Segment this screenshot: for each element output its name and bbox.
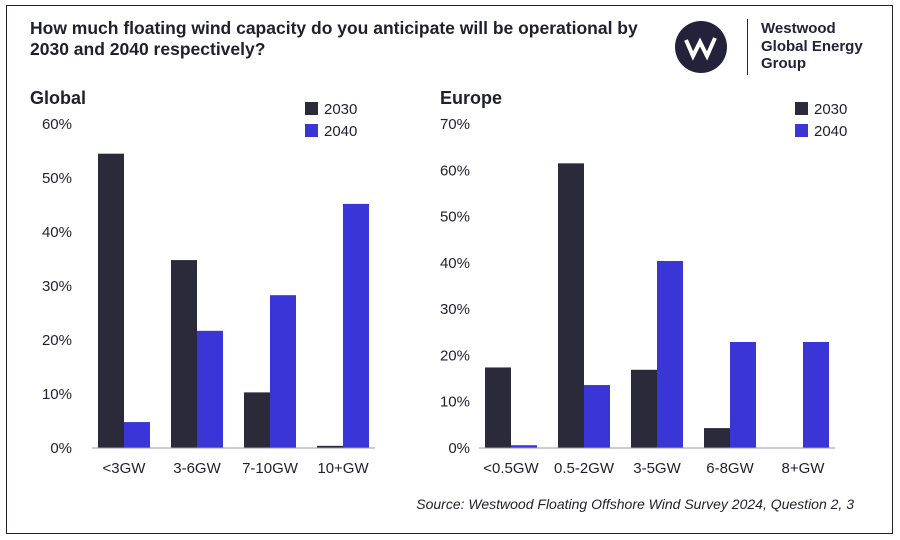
logo-divider [747,19,748,75]
legend-swatch-2040 [795,124,808,137]
bar-2030-lt0-5gw [485,367,511,448]
legend-label-2030: 2030 [324,101,357,118]
bar-2030-6-8gw [704,428,730,448]
bar-2040-lt0-5gw [511,445,537,448]
x-tick-label: 8+GW [782,460,826,477]
y-tick-label: 60% [440,162,470,179]
y-tick-label: 20% [440,347,470,364]
legend-swatch-2030 [305,102,318,115]
bar-2040-7-10gw [270,295,296,448]
bar-2030-0-5-2gw [558,163,584,449]
x-tick-label: <3GW [103,460,147,477]
y-tick-label: 70% [440,116,470,133]
source-note: Source: Westwood Floating Offshore Wind … [416,496,854,512]
y-tick-label: 0% [448,440,470,457]
bar-2040-10plusgw [343,203,369,448]
x-tick-label: <0.5GW [483,460,539,477]
chart-title: Global [30,88,86,108]
x-tick-label: 7-10GW [242,460,299,477]
y-tick-label: 60% [42,116,72,133]
y-tick-label: 30% [440,301,470,318]
y-tick-label: 50% [440,209,470,226]
chart-title: Europe [440,88,502,108]
bar-2030-3-5gw [631,369,657,448]
y-tick-label: 0% [50,440,72,457]
bar-2030-10plusgw [317,445,343,448]
y-tick-label: 50% [42,170,72,187]
bar-2040-8plusgw [803,342,829,448]
bar-2040-3-6gw [197,330,223,448]
bar-2040-lt3gw [124,422,150,448]
x-tick-label: 0.5-2GW [554,460,615,477]
figure-title: How much floating wind capacity do you a… [30,18,638,59]
x-tick-label: 6-8GW [706,460,754,477]
y-tick-label: 10% [440,394,470,411]
logo-text: Westwood Global Energy Group [761,20,863,72]
westwood-w-icon [675,21,727,73]
bar-2030-3-6gw [171,260,197,448]
chart-europe: Europe 0% 10% 20% 30% 40% 50% 60% 70% <0.5GW 0.5-2… [440,88,847,477]
bar-2040-3-5gw [657,261,683,448]
legend-label-2040: 2040 [814,123,847,140]
y-tick-label: 40% [42,224,72,241]
y-tick-label: 10% [42,386,72,403]
bar-2030-7-10gw [244,392,270,448]
bar-2040-0-5-2gw [584,385,610,448]
legend-label-2040: 2040 [324,123,357,140]
y-tick-label: 30% [42,278,72,295]
legend-label-2030: 2030 [814,101,847,118]
bar-2040-6-8gw [730,342,756,448]
chart-global: Global 0% 10% 20% 30% 40% 50% 60% <3GW 3-6GW 7-10G… [30,88,375,477]
figure-frame [6,5,893,534]
legend-swatch-2040 [305,124,318,137]
legend-swatch-2030 [795,102,808,115]
x-tick-label: 10+GW [317,460,369,477]
y-tick-label: 20% [42,332,72,349]
x-tick-label: 3-5GW [633,460,681,477]
westwood-logo: Westwood Global Energy Group [675,17,875,77]
y-tick-label: 40% [440,255,470,272]
x-tick-label: 3-6GW [173,460,221,477]
bar-2030-lt3gw [98,153,124,448]
